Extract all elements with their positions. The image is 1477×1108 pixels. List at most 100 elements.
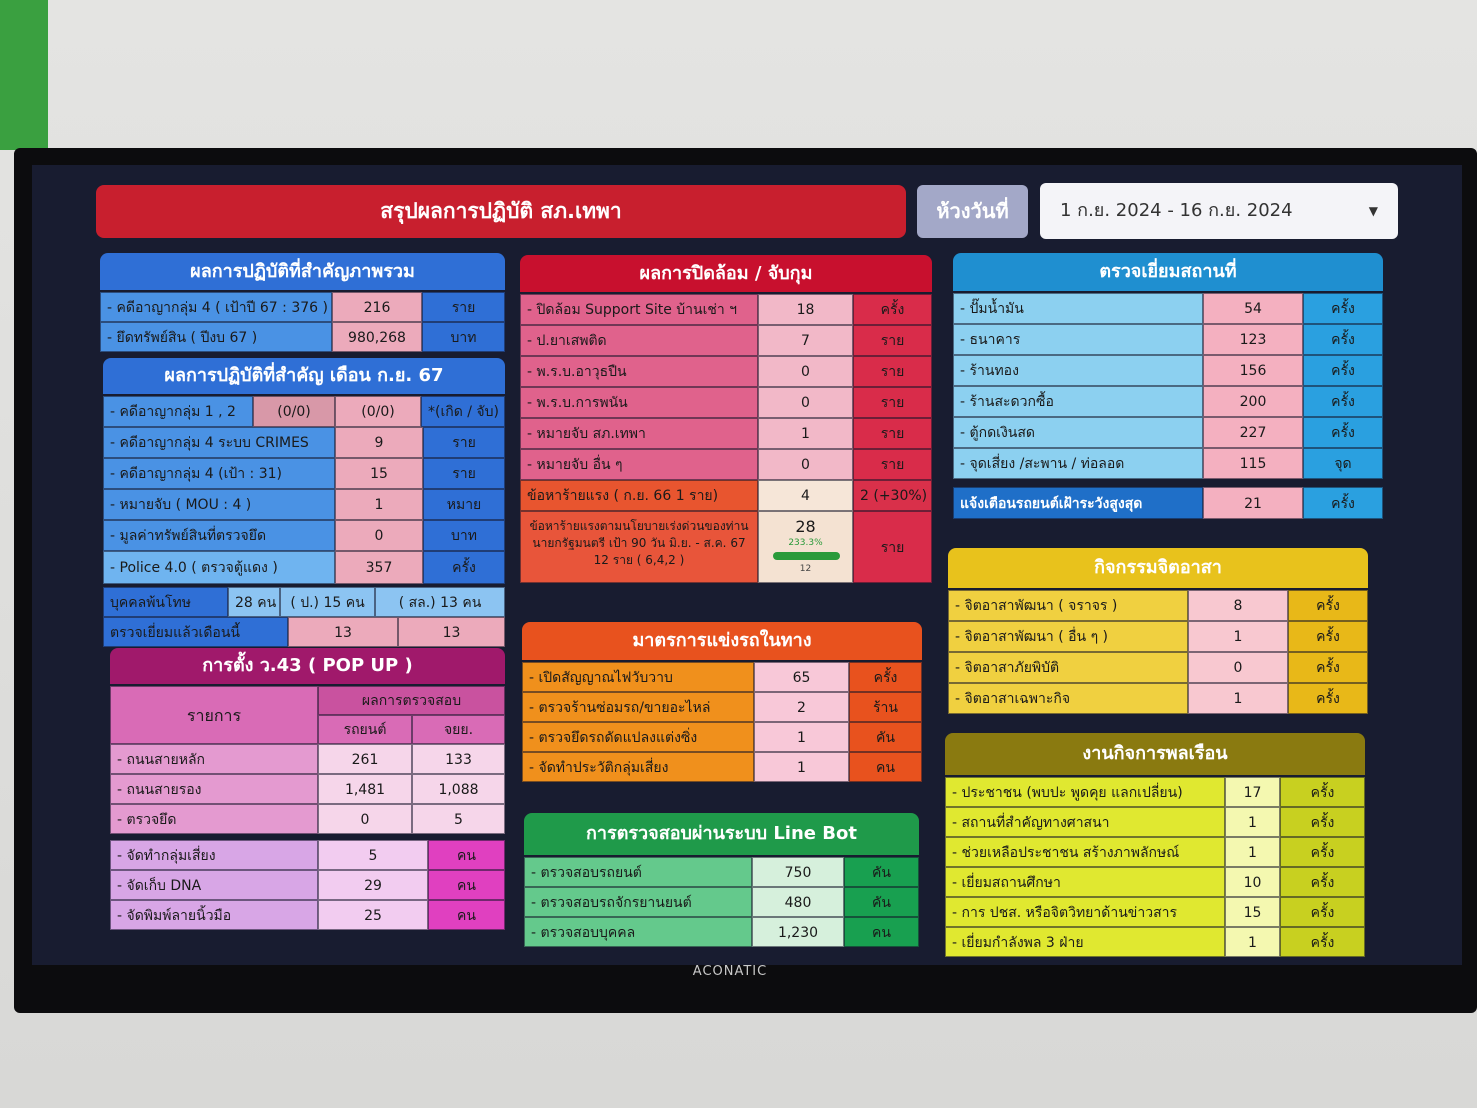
progress-target: 12 — [799, 564, 812, 574]
row-value: 0 — [335, 520, 423, 551]
row-value: 216 — [332, 292, 422, 322]
row-value: 1 — [1188, 621, 1288, 652]
row-value: ราย — [853, 356, 932, 387]
row-label: - คดีอาญากลุ่ม 4 ( เป้าปี 67 : 376 ) — [100, 292, 332, 322]
row-label: - ตรวจสอบบุคคล — [524, 917, 752, 947]
row-label: - จิตอาสาเฉพาะกิจ — [948, 683, 1188, 714]
row-value: 18 — [758, 294, 853, 325]
row-value: คน — [428, 840, 505, 870]
row-value: ครั้ง — [423, 551, 505, 584]
date-range-dropdown[interactable]: 1 ก.ย. 2024 - 16 ก.ย. 2024 ▼ — [1040, 183, 1398, 239]
row-label: - ป.ยาเสพติด — [520, 325, 758, 356]
row-value: 15 — [1225, 897, 1280, 927]
row-value: 0 — [758, 356, 853, 387]
row-value: 5 — [412, 804, 505, 834]
progress-percent: 233.3% — [788, 538, 823, 548]
row-value: 9 — [335, 427, 423, 458]
row-label: - เยี่ยมสถานศึกษา — [945, 867, 1225, 897]
row-label: ตรวจเยี่ยมแล้วเดือนนี้ — [103, 617, 288, 647]
row-value: (0/0) — [335, 396, 421, 427]
row-value: ครั้ง — [1280, 777, 1365, 807]
row-value: 65 — [754, 662, 849, 692]
row-value: 1 — [1188, 683, 1288, 714]
row-value: 17 — [1225, 777, 1280, 807]
green-wall-object — [0, 0, 48, 150]
row-value: คัน — [844, 857, 919, 887]
row-value: บาท — [422, 322, 505, 352]
row-value: ครั้ง — [1303, 324, 1383, 355]
row-value: *(เกิด / จับ) — [421, 396, 505, 427]
row-label: บุคคลพ้นโทษ — [103, 587, 228, 617]
row-label: - คดีอาญากลุ่ม 4 (เป้า : 31) — [103, 458, 335, 489]
row-label: - จัดทำกลุ่มเสี่ยง — [110, 840, 318, 870]
row-value: ราย — [422, 292, 505, 322]
row-label: - จัดเก็บ DNA — [110, 870, 318, 900]
panel-title: ผลการปิดล้อม / จับกุม — [520, 255, 932, 292]
row-value: 10 — [1225, 867, 1280, 897]
row-label: - ถนนสายหลัก — [110, 744, 318, 774]
row-value: 133 — [412, 744, 505, 774]
row-value: ครั้ง — [1288, 621, 1368, 652]
row-label: - พ.ร.บ.อาวุธปืน — [520, 356, 758, 387]
row-label: - หมายจับ สภ.เทพา — [520, 418, 758, 449]
row-label: - จุดเสี่ยง /สะพาน / ท่อลอด — [953, 448, 1203, 479]
row-value: จุด — [1303, 448, 1383, 479]
row-label: ข้อหาร้ายแรง ( ก.ย. 66 1 ราย) — [520, 480, 758, 511]
row-value: 0 — [1188, 652, 1288, 683]
row-value: 0 — [318, 804, 412, 834]
row-value: ครั้ง — [1280, 807, 1365, 837]
table-header: ผลการตรวจสอบ — [318, 686, 505, 715]
row-label: - ตรวจยึดรถดัดแปลงแต่งซิ่ง — [522, 722, 754, 752]
row-value: 261 — [318, 744, 412, 774]
row-value: 2 (+30%) — [853, 480, 932, 511]
row-value: 227 — [1203, 417, 1303, 448]
row-label: - ช่วยเหลือประชาชน สร้างภาพลักษณ์ — [945, 837, 1225, 867]
row-value: 0 — [758, 387, 853, 418]
row-value: ครั้ง — [1288, 652, 1368, 683]
row-value: ราย — [423, 458, 505, 489]
row-label: - ตรวจยึด — [110, 804, 318, 834]
row-label: แจ้งเตือนรถยนต์เฝ้าระวังสูงสุด — [953, 487, 1203, 519]
row-label: - จัดพิมพ์ลายนิ้วมือ — [110, 900, 318, 930]
row-value: 29 — [318, 870, 428, 900]
row-value: 115 — [1203, 448, 1303, 479]
row-value: ครั้ง — [849, 662, 922, 692]
row-value: ครั้ง — [1280, 837, 1365, 867]
row-label: - จัดทำประวัติกลุ่มเสี่ยง — [522, 752, 754, 782]
row-value: ครั้ง — [1303, 487, 1383, 519]
row-label: - ร้านสะดวกซื้อ — [953, 386, 1203, 417]
row-label: - จิตอาสาพัฒนา ( จราจร ) — [948, 590, 1188, 621]
row-value: ราย — [853, 449, 932, 480]
dashboard-title: สรุปผลการปฏิบัติ สภ.เทพา — [96, 185, 906, 238]
row-value: ราย — [853, 418, 932, 449]
row-value: 1,088 — [412, 774, 505, 804]
row-label: - คดีอาญากลุ่ม 1 , 2 — [103, 396, 253, 427]
row-value: 13 — [288, 617, 398, 647]
row-value: ราย — [853, 325, 932, 356]
row-label: - มูลค่าทรัพย์สินที่ตรวจยึด — [103, 520, 335, 551]
row-value: ครั้ง — [1303, 386, 1383, 417]
row-label: - ตรวจสอบรถยนต์ — [524, 857, 752, 887]
row-value: 28 233.3% 12 — [758, 511, 853, 583]
row-label: - จิตอาสาพัฒนา ( อื่น ๆ ) — [948, 621, 1188, 652]
dropdown-arrow: ▼ — [1368, 204, 1378, 218]
row-value: ครั้ง — [1280, 897, 1365, 927]
row-value: ร้าน — [849, 692, 922, 722]
date-label-button[interactable]: ห้วงวันที่ — [917, 185, 1028, 238]
row-value: 28 คน — [228, 587, 280, 617]
row-value: คน — [844, 917, 919, 947]
panel-title: งานกิจการพลเรือน — [945, 733, 1365, 775]
row-label: - Police 4.0 ( ตรวจตู้แดง ) — [103, 551, 335, 584]
row-value: ครั้ง — [853, 294, 932, 325]
table-header: รถยนต์ — [318, 715, 412, 744]
row-value: 1,481 — [318, 774, 412, 804]
progress: 233.3% 12 — [759, 512, 852, 582]
row-value: 750 — [752, 857, 844, 887]
row-value: ( ป.) 15 คน — [280, 587, 375, 617]
row-value: 357 — [335, 551, 423, 584]
panel-title: การตั้ง ว.43 ( POP UP ) — [110, 648, 505, 684]
row-value: 156 — [1203, 355, 1303, 386]
row-value: 480 — [752, 887, 844, 917]
